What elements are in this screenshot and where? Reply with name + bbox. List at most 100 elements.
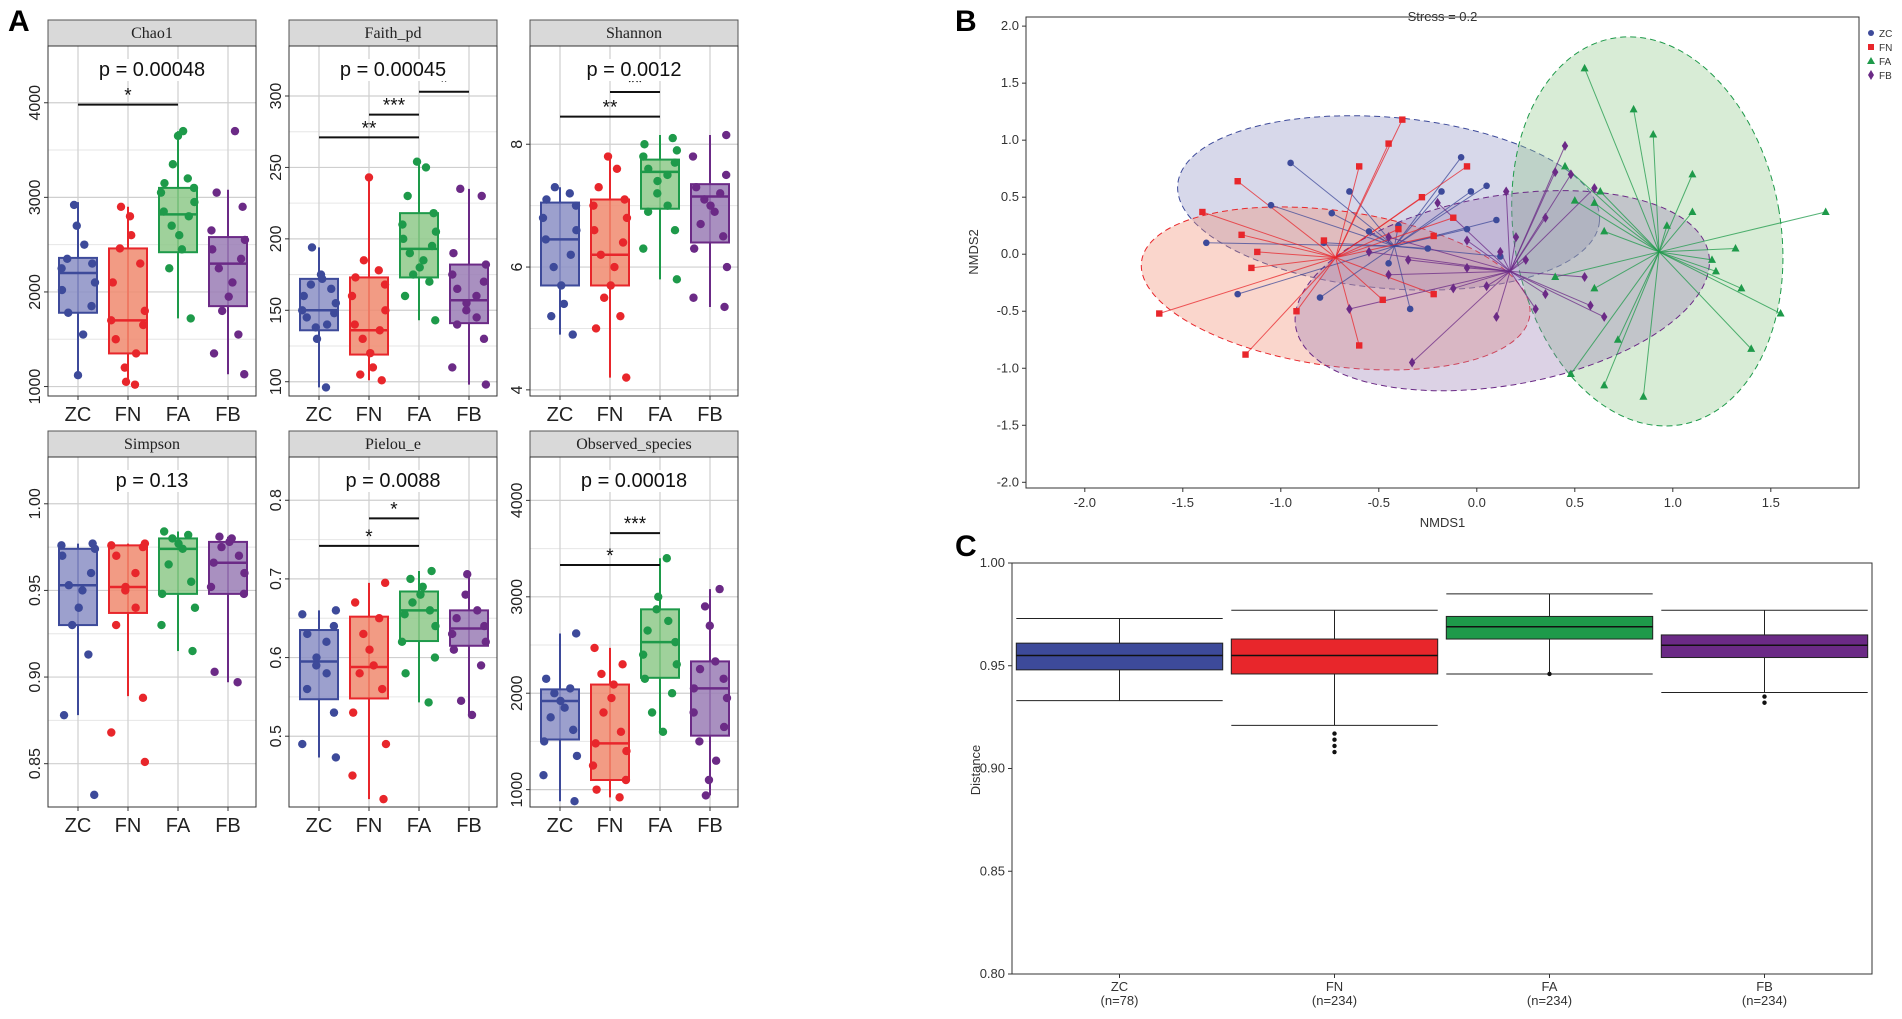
data-point	[239, 589, 249, 599]
data-point	[236, 254, 246, 264]
point-zc	[1316, 294, 1324, 301]
y-tick-label: -1.5	[997, 417, 1019, 432]
data-point	[88, 539, 97, 548]
point-fb	[1434, 197, 1441, 208]
point-fa	[1570, 196, 1579, 204]
spider-line-fa	[1658, 251, 1742, 289]
data-point	[463, 569, 472, 579]
x-category-label: FA	[1542, 979, 1558, 994]
spider-line-fb	[1509, 270, 1546, 295]
data-point	[599, 708, 608, 717]
data-point	[136, 259, 145, 268]
data-point	[481, 637, 490, 647]
spider-line-zc	[1270, 204, 1395, 247]
data-point	[184, 212, 193, 221]
data-point	[456, 696, 466, 706]
spider-line-fa	[1658, 225, 1668, 253]
data-point	[405, 248, 415, 258]
x-sample-size-label: (n=234)	[1312, 993, 1357, 1008]
spider-line-zc	[1394, 191, 1442, 247]
y-tick-label: 1000	[27, 369, 44, 405]
data-point	[121, 377, 131, 387]
data-point	[572, 751, 582, 761]
data-point	[418, 582, 427, 591]
point-fb	[1601, 311, 1608, 322]
y-tick-label: 0.80	[980, 966, 1005, 981]
facet-strip	[529, 430, 739, 458]
x-sample-size-label: (n=78)	[1101, 993, 1139, 1008]
x-category-label: FA	[407, 815, 432, 837]
data-point	[302, 313, 311, 322]
spider-line-fb	[1411, 270, 1511, 363]
spider-line-fb	[1505, 191, 1511, 272]
data-point	[130, 380, 140, 389]
data-point	[331, 606, 341, 615]
data-point	[312, 653, 321, 662]
point-fn	[1463, 163, 1471, 170]
data-point	[668, 133, 677, 143]
data-point	[322, 637, 331, 647]
x-category-label: FA	[166, 404, 191, 426]
spider-line-fa	[1599, 191, 1660, 253]
point-fa	[1688, 207, 1697, 216]
data-point	[449, 248, 458, 258]
significance-label: *	[390, 499, 398, 520]
significance-label: **	[603, 98, 618, 119]
facet-strip	[47, 19, 257, 47]
data-point	[156, 188, 166, 197]
data-point	[663, 170, 672, 180]
data-point	[472, 291, 481, 301]
facet-title: Shannon	[606, 25, 662, 42]
point-zc	[1267, 201, 1275, 209]
data-point	[472, 313, 481, 322]
spider-line-fb	[1509, 270, 1591, 306]
data-point	[672, 275, 682, 284]
data-point	[359, 256, 369, 265]
data-point	[377, 376, 386, 385]
data-point	[565, 189, 574, 198]
data-point	[547, 311, 556, 321]
p-value-background	[112, 470, 192, 492]
point-fa	[1662, 221, 1671, 229]
data-point	[640, 674, 650, 683]
data-point	[549, 262, 558, 272]
data-point	[359, 629, 368, 639]
spider-line-fn	[1241, 234, 1336, 259]
data-point	[427, 566, 436, 576]
data-point	[378, 684, 387, 694]
outlier-point	[1332, 731, 1337, 736]
data-point	[177, 245, 187, 254]
data-point	[639, 152, 648, 161]
spider-line-fa	[1584, 68, 1660, 253]
data-point	[542, 195, 551, 204]
point-fa	[1639, 392, 1648, 400]
boxplot-pielou-e: Pielou_e 0.5 0.6 0.7 0.8 ZC FN FA FB * * p = 0.0088	[268, 430, 498, 837]
data-point	[616, 311, 625, 321]
x-category-label: FN	[115, 815, 142, 837]
point-fa	[1596, 186, 1605, 195]
spider-line-fa	[1604, 230, 1660, 253]
point-fb	[1497, 246, 1504, 257]
point-fb	[1542, 289, 1549, 300]
data-point	[716, 189, 725, 198]
data-point	[157, 620, 166, 630]
spider-line-fb	[1509, 270, 1605, 318]
data-point	[64, 581, 74, 590]
y-axis-label: NMDS2	[966, 229, 981, 275]
data-point	[297, 306, 307, 315]
data-point	[419, 256, 428, 265]
x-category-label: FA	[166, 815, 191, 837]
data-point	[449, 645, 459, 654]
data-point	[112, 551, 121, 560]
data-point	[570, 797, 579, 806]
data-point	[456, 184, 465, 194]
x-tick-label: 1.0	[1664, 495, 1682, 510]
data-point	[175, 230, 184, 240]
point-fn	[1293, 308, 1300, 315]
spider-line-fa	[1658, 251, 1752, 350]
data-point	[57, 285, 67, 295]
point-fa	[1580, 63, 1589, 72]
data-point	[689, 708, 698, 717]
data-point	[710, 207, 719, 216]
point-fn	[1450, 214, 1457, 221]
